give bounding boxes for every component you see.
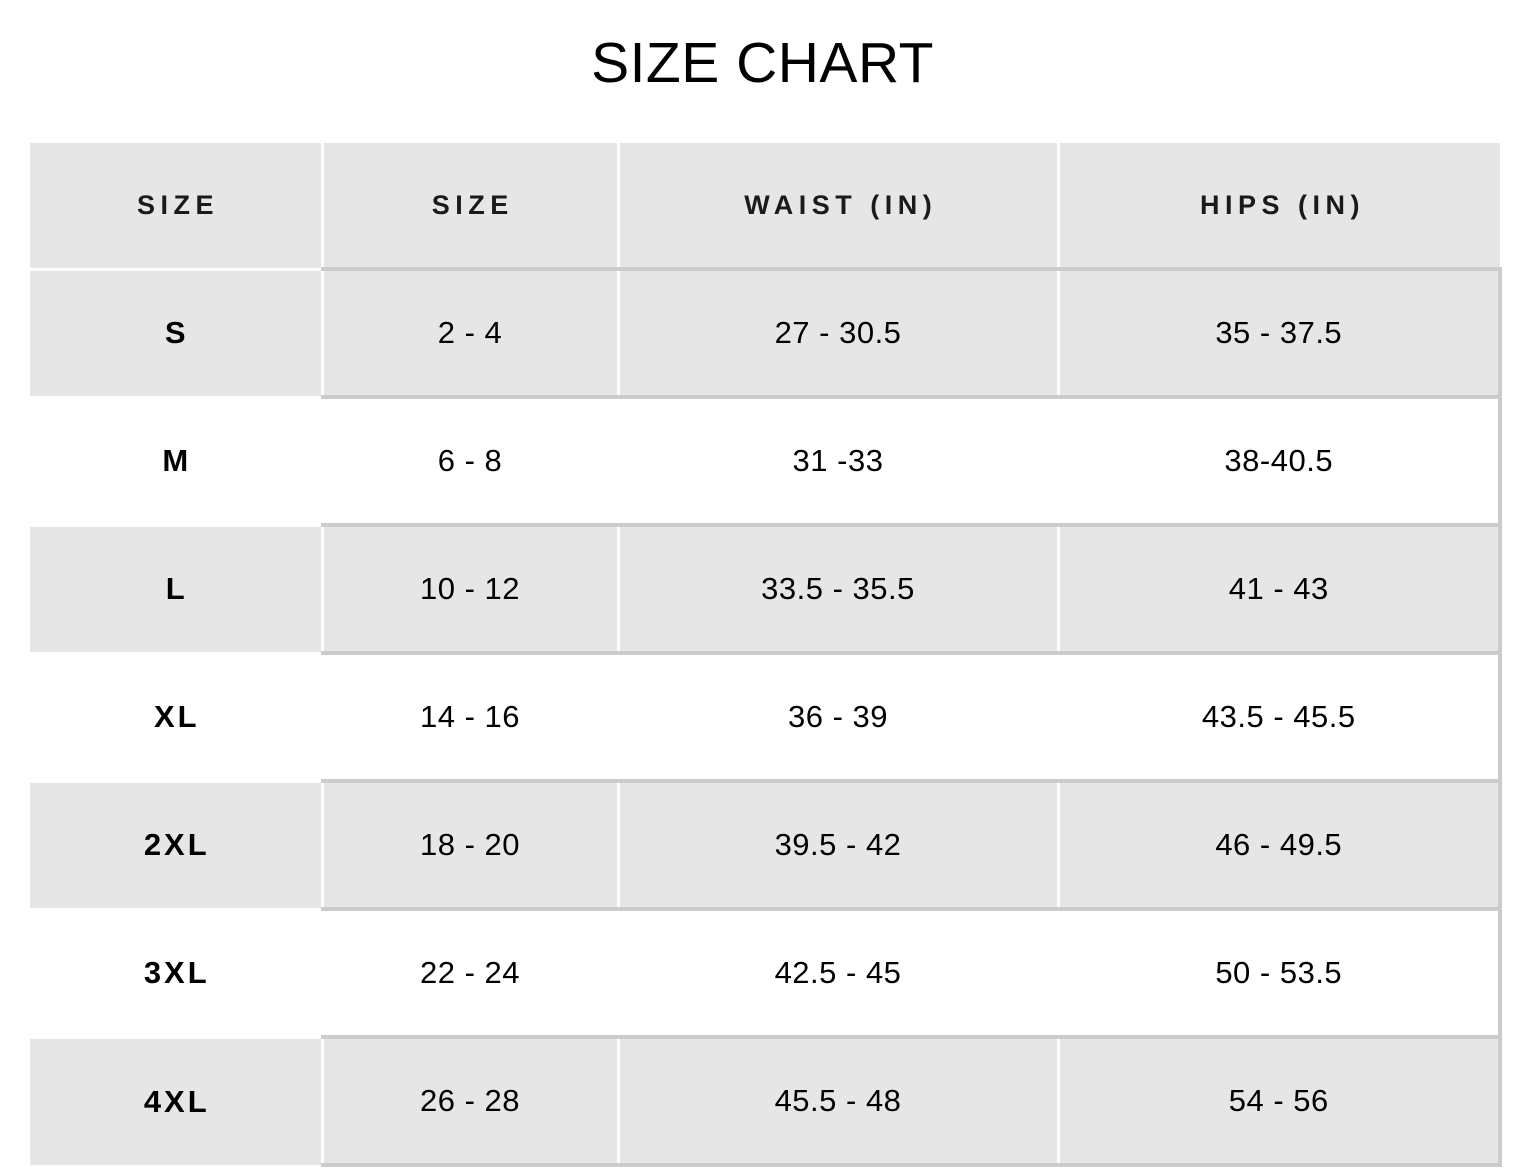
cell-size-numeric: 10 - 12 [320, 523, 620, 653]
cell-hips: 50 - 53.5 [1058, 907, 1502, 1037]
table-row: M 6 - 8 31 -33 38-40.5 [30, 395, 1502, 525]
table-row: L 10 - 12 33.5 - 35.5 41 - 43 [30, 523, 1502, 653]
cell-size-numeric: 26 - 28 [320, 1035, 620, 1167]
cell-size-letter: 2XL [30, 779, 324, 909]
cell-hips: 35 - 37.5 [1058, 267, 1502, 397]
table-header: SIZE SIZE WAIST (IN) HIPS (IN) [30, 143, 1500, 269]
cell-size-numeric: 22 - 24 [320, 907, 620, 1037]
column-header-waist: WAIST (IN) [618, 143, 1060, 269]
cell-size-letter: XL [30, 651, 324, 781]
cell-hips: 54 - 56 [1058, 1035, 1502, 1167]
size-chart-table-wrapper: SIZE SIZE WAIST (IN) HIPS (IN) S 2 - 4 2… [30, 143, 1502, 1167]
column-header-size-letter: SIZE [30, 143, 324, 269]
cell-size-letter: M [30, 395, 324, 525]
cell-size-numeric: 18 - 20 [320, 779, 620, 909]
cell-waist: 27 - 30.5 [618, 267, 1060, 397]
cell-size-numeric: 2 - 4 [320, 267, 620, 397]
table-row: S 2 - 4 27 - 30.5 35 - 37.5 [30, 267, 1502, 397]
cell-waist: 42.5 - 45 [618, 907, 1060, 1037]
cell-size-numeric: 6 - 8 [320, 395, 620, 525]
cell-waist: 31 -33 [618, 395, 1060, 525]
cell-hips: 38-40.5 [1058, 395, 1502, 525]
cell-waist: 39.5 - 42 [618, 779, 1060, 909]
table-row: XL 14 - 16 36 - 39 43.5 - 45.5 [30, 651, 1502, 781]
cell-size-letter: 4XL [30, 1035, 324, 1165]
cell-waist: 45.5 - 48 [618, 1035, 1060, 1167]
table-row: 4XL 26 - 28 45.5 - 48 54 - 56 [30, 1035, 1502, 1167]
column-header-hips: HIPS (IN) [1058, 143, 1500, 269]
cell-hips: 41 - 43 [1058, 523, 1502, 653]
cell-size-letter: S [30, 267, 324, 397]
cell-size-letter: 3XL [30, 907, 324, 1037]
table-row: 3XL 22 - 24 42.5 - 45 50 - 53.5 [30, 907, 1502, 1037]
cell-hips: 46 - 49.5 [1058, 779, 1502, 909]
table-body: S 2 - 4 27 - 30.5 35 - 37.5 M 6 - 8 31 -… [30, 267, 1502, 1167]
page-title: SIZE CHART [591, 31, 934, 95]
cell-waist: 33.5 - 35.5 [618, 523, 1060, 653]
cell-size-letter: L [30, 523, 324, 653]
table-row: 2XL 18 - 20 39.5 - 42 46 - 49.5 [30, 779, 1502, 909]
column-header-size-numeric: SIZE [322, 143, 620, 269]
size-chart-table: SIZE SIZE WAIST (IN) HIPS (IN) S 2 - 4 2… [30, 143, 1502, 1167]
table-header-row: SIZE SIZE WAIST (IN) HIPS (IN) [30, 143, 1500, 269]
cell-hips: 43.5 - 45.5 [1058, 651, 1502, 781]
cell-waist: 36 - 39 [618, 651, 1060, 781]
cell-size-numeric: 14 - 16 [320, 651, 620, 781]
